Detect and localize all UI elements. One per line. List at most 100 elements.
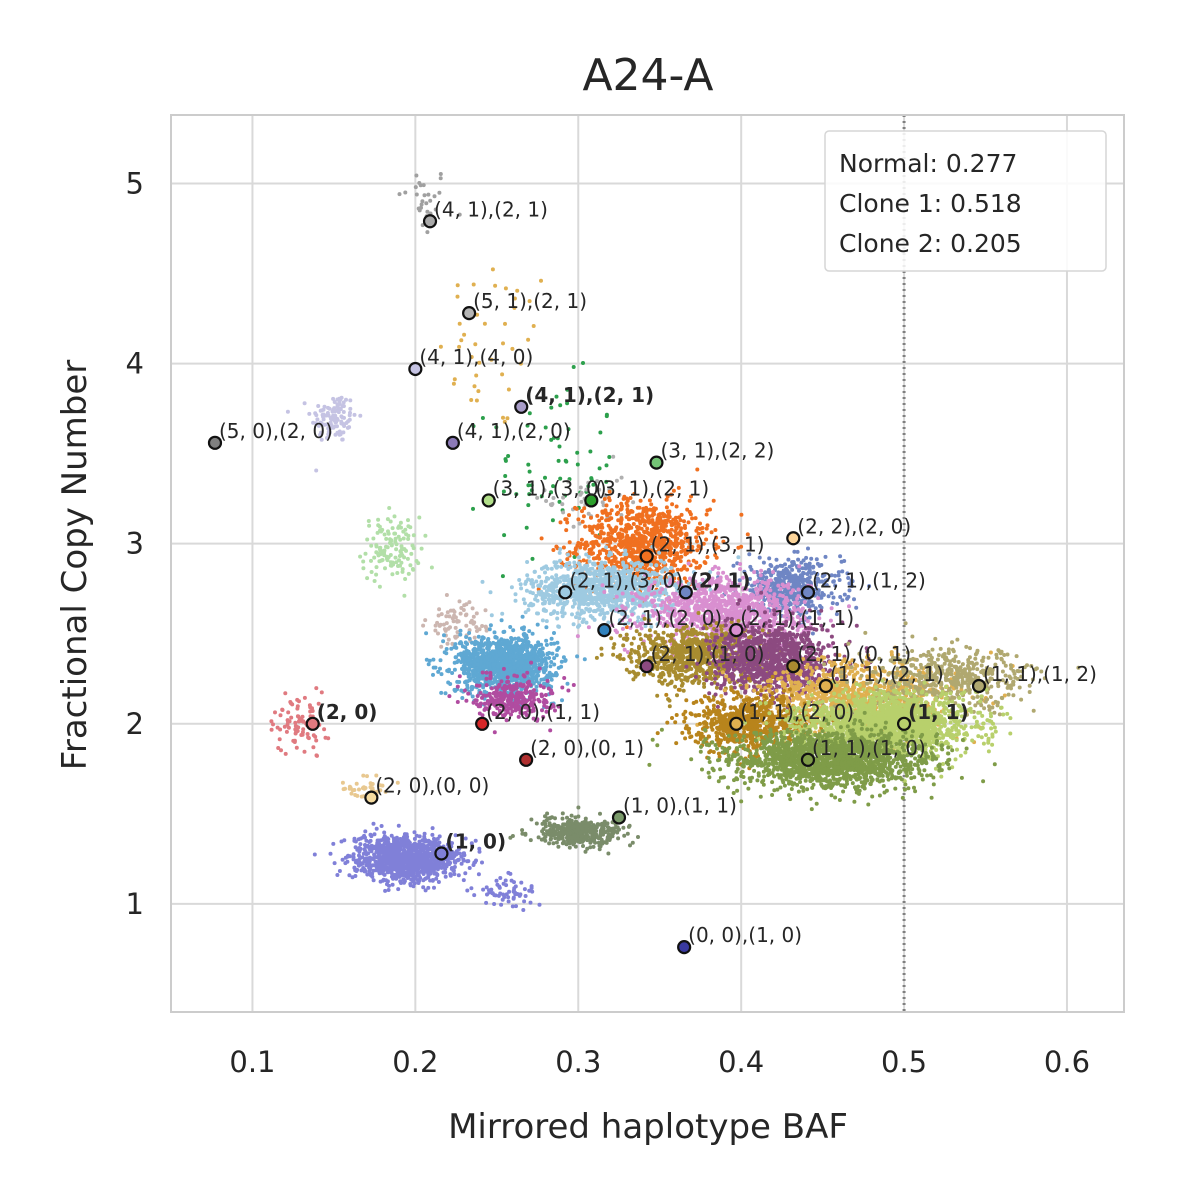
data-point xyxy=(452,377,457,382)
data-point xyxy=(638,498,643,503)
data-point xyxy=(445,668,450,673)
data-point xyxy=(669,523,674,528)
data-point xyxy=(625,594,629,599)
data-point xyxy=(380,558,385,562)
data-point xyxy=(596,596,601,601)
data-point xyxy=(578,545,583,550)
data-point xyxy=(337,396,342,401)
data-point xyxy=(444,593,449,597)
data-point xyxy=(401,547,406,552)
data-point xyxy=(542,608,547,613)
data-point xyxy=(670,502,675,507)
data-point xyxy=(390,572,395,577)
data-point xyxy=(552,662,557,667)
data-point xyxy=(508,625,513,629)
data-point xyxy=(807,561,812,566)
data-point xyxy=(539,536,544,541)
data-point xyxy=(535,495,540,500)
data-point xyxy=(622,647,627,652)
data-point xyxy=(586,484,591,489)
data-point xyxy=(565,557,570,562)
data-point xyxy=(482,321,487,326)
data-point xyxy=(714,555,719,560)
data-point xyxy=(433,628,438,633)
data-point xyxy=(604,479,609,484)
data-point xyxy=(617,597,622,602)
data-point xyxy=(549,405,554,410)
data-point xyxy=(608,511,612,516)
data-point xyxy=(592,597,597,602)
data-point xyxy=(778,587,783,591)
data-point xyxy=(352,412,357,417)
data-point xyxy=(503,286,508,291)
data-point xyxy=(464,623,469,628)
data-point xyxy=(634,517,639,522)
data-point xyxy=(589,515,593,520)
data-point xyxy=(446,680,451,685)
data-point xyxy=(319,430,323,435)
data-point xyxy=(513,592,518,597)
data-point xyxy=(598,535,603,540)
data-point xyxy=(556,624,561,629)
data-point xyxy=(423,618,428,623)
data-point xyxy=(442,633,446,638)
data-point xyxy=(579,537,584,542)
data-point xyxy=(795,601,800,606)
data-point xyxy=(554,595,558,600)
data-point xyxy=(575,611,580,616)
data-point xyxy=(773,566,778,571)
data-point xyxy=(376,517,381,522)
data-point xyxy=(527,492,532,497)
data-point xyxy=(410,543,415,548)
data-point xyxy=(483,624,488,629)
data-point xyxy=(399,525,403,530)
data-point xyxy=(358,413,363,418)
data-point xyxy=(552,656,557,661)
data-point xyxy=(544,499,549,503)
data-point xyxy=(559,610,564,615)
data-point xyxy=(551,496,556,500)
data-point xyxy=(462,332,467,337)
data-point xyxy=(544,642,549,647)
data-point xyxy=(506,387,511,392)
data-point xyxy=(451,619,456,624)
data-point xyxy=(531,324,536,328)
data-point xyxy=(465,642,470,646)
data-point xyxy=(703,597,708,602)
data-point xyxy=(532,650,537,655)
data-point xyxy=(678,518,683,523)
data-point xyxy=(744,594,749,598)
data-point xyxy=(331,396,336,401)
data-point xyxy=(614,478,619,483)
data-point xyxy=(603,508,608,513)
data-point xyxy=(632,536,637,541)
data-point xyxy=(766,579,771,583)
data-point xyxy=(374,572,379,577)
data-point xyxy=(526,462,531,467)
data-point xyxy=(444,621,449,626)
data-point xyxy=(457,212,462,217)
data-point xyxy=(433,207,438,212)
data-point xyxy=(328,420,333,425)
data-point xyxy=(634,550,639,555)
data-point xyxy=(621,560,626,565)
data-point xyxy=(361,566,366,571)
data-point xyxy=(590,530,595,535)
data-point xyxy=(410,567,415,571)
data-point xyxy=(589,476,594,481)
data-point xyxy=(766,598,771,602)
data-point xyxy=(472,384,477,389)
data-point xyxy=(421,623,426,628)
data-point xyxy=(660,600,665,605)
data-point xyxy=(405,556,410,561)
data-point xyxy=(390,526,395,531)
data-point xyxy=(800,566,805,571)
data-point xyxy=(726,608,731,613)
data-point xyxy=(597,487,602,492)
data-point xyxy=(392,531,397,536)
data-point xyxy=(457,321,462,326)
data-point xyxy=(426,192,431,197)
data-point xyxy=(652,506,656,511)
data-point xyxy=(331,425,336,430)
data-point xyxy=(398,520,403,525)
